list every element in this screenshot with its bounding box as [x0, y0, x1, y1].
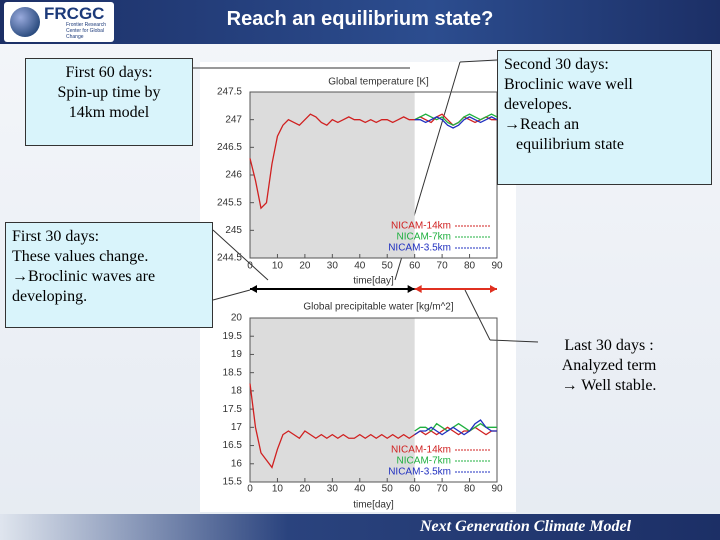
x-tick-label: 10: [272, 484, 284, 495]
series-line: [414, 116, 498, 129]
legend-label: NICAM-14km: [391, 221, 451, 232]
x-tick-label: 80: [464, 484, 476, 495]
slide-title: Reach an equilibrium state?: [226, 8, 494, 30]
x-tick-label: 30: [327, 484, 339, 495]
callout-line: These values change.: [12, 248, 149, 265]
legend-label: NICAM-14km: [391, 445, 451, 456]
leader-line: [489, 339, 539, 343]
callout-line: Broclinic wave well: [504, 76, 633, 93]
x-tick-label: 10: [272, 261, 284, 272]
arrow-head: [414, 285, 422, 293]
legend-label: NICAM-7km: [397, 456, 451, 467]
y-tick-label: 245.5: [217, 197, 242, 208]
x-tick-label: 50: [382, 484, 394, 495]
y-tick-label: 18.5: [223, 367, 243, 378]
callout-line: First 30 days:: [12, 228, 100, 245]
y-tick-label: 247: [225, 114, 242, 125]
callout-line: → Well stable.: [561, 377, 657, 394]
callout-line: 14km model: [68, 104, 150, 121]
series-line: [249, 383, 497, 469]
y-tick-label: 246: [225, 170, 242, 181]
x-tick-label: 20: [299, 484, 311, 495]
series-line: [414, 419, 497, 436]
leader-line: [464, 289, 491, 341]
y-tick-label: 19: [231, 349, 243, 360]
y-tick-label: 247.5: [217, 87, 242, 98]
callout-line: First 60 days:: [65, 64, 153, 81]
leader-line: [459, 59, 498, 63]
shaded-span: [250, 92, 415, 258]
callout-line: Last 30 days :: [564, 337, 654, 354]
title-bar: [0, 0, 720, 44]
x-tick-label: 80: [464, 261, 476, 272]
x-tick-label: 20: [299, 261, 311, 272]
y-tick-label: 246.5: [217, 142, 242, 153]
series-line: [414, 113, 498, 126]
callout-line: Analyzed term: [561, 357, 657, 374]
y-tick-label: 244.5: [217, 253, 242, 264]
chart-title: Global precipitable water [kg/m^2]: [303, 302, 454, 313]
x-tick-label: 40: [354, 261, 366, 272]
x-tick-label: 90: [491, 484, 503, 495]
y-tick-label: 20: [231, 313, 243, 324]
x-tick-label: 70: [437, 484, 449, 495]
callout: First 60 days: Spin-up time by 14km model: [25, 58, 193, 146]
x-tick-label: 60: [409, 261, 421, 272]
arrow-head: [490, 285, 497, 293]
legend-label: NICAM-7km: [397, 232, 451, 243]
footer-bar: [0, 514, 720, 540]
x-tick-label: 70: [437, 261, 449, 272]
callout: Second 30 days: Broclinic wave well develo…: [497, 50, 712, 185]
legend-label: NICAM-3.5km: [388, 467, 451, 478]
x-tick-label: 0: [247, 484, 253, 495]
arrow-head: [250, 285, 257, 293]
callout: Last 30 days : Analyzed term → Well stable…: [538, 332, 680, 418]
leader-line: [212, 289, 251, 301]
x-axis-label: time[day]: [353, 276, 394, 287]
plot-frame: [249, 317, 498, 483]
footer-text: Next Generation Climate Model: [420, 518, 632, 535]
x-tick-label: 0: [247, 261, 253, 272]
callout-line: equilibrium state: [504, 136, 624, 153]
callout-line: developing.: [12, 288, 88, 305]
callout-line: Second 30 days:: [504, 56, 609, 73]
y-tick-label: 17: [231, 422, 243, 433]
x-tick-label: 90: [491, 261, 503, 272]
callout: First 30 days: These values change. →Brocl…: [5, 222, 213, 328]
x-tick-label: 60: [409, 484, 421, 495]
shaded-span: [250, 318, 415, 482]
y-tick-label: 17.5: [223, 404, 243, 415]
logo: FRCGC Frontier Research Center for Globa…: [4, 2, 114, 42]
callout-line: developes.: [504, 96, 572, 113]
arrow-head: [407, 285, 415, 293]
logo-text: FRCGC: [44, 4, 105, 23]
y-tick-label: 15.5: [223, 477, 243, 488]
x-tick-label: 30: [327, 261, 339, 272]
legend-label: NICAM-3.5km: [388, 243, 451, 254]
y-tick-label: 16: [231, 458, 243, 469]
chart-title: Global temperature [K]: [328, 77, 429, 88]
y-tick-label: 245: [225, 225, 242, 236]
logo-subtitle: Frontier Research Center for Global Chan…: [66, 22, 107, 40]
callout-line: →Reach an: [504, 116, 580, 133]
leader-line: [212, 229, 269, 281]
x-tick-label: 40: [354, 484, 366, 495]
y-tick-label: 18: [231, 386, 243, 397]
y-tick-label: 16.5: [223, 440, 243, 451]
callout-line: →Broclinic waves are: [12, 268, 156, 285]
x-axis-label: time[day]: [353, 500, 394, 511]
callout-line: Spin-up time by: [57, 84, 161, 101]
logo-globe: [10, 7, 40, 37]
y-tick-label: 19.5: [223, 331, 243, 342]
x-tick-label: 50: [382, 261, 394, 272]
